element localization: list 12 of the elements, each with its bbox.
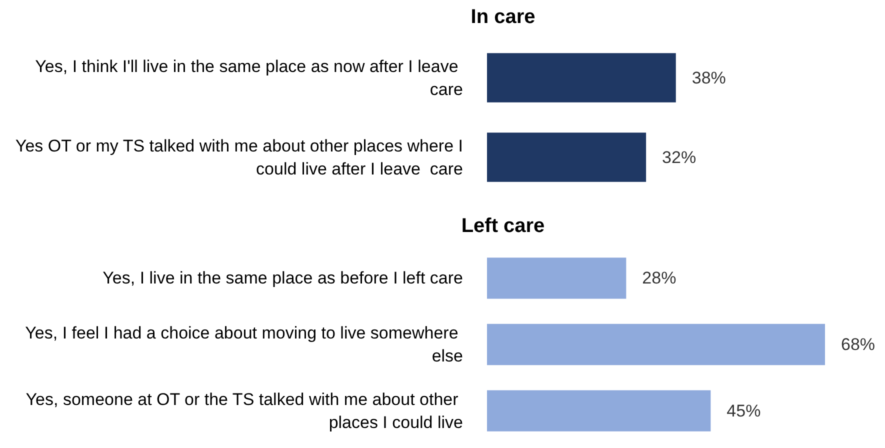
data-label: 32% (662, 148, 696, 167)
data-label: 68% (841, 335, 876, 354)
chart-title: Left care (461, 215, 545, 237)
data-label: 45% (726, 401, 761, 420)
y-tick-label: Yes, I feel I had a choice about moving to live somewhere else (25, 324, 463, 366)
data-label: 28% (642, 268, 676, 288)
y-tick-label: Yes, I think I'll live in the same place as now after I leave care (35, 56, 463, 99)
data-label: 38% (692, 68, 726, 88)
chart-title: In care (470, 6, 536, 28)
y-tick-label: Yes, I live in the same place as before I left care (102, 268, 463, 288)
y-tick-label: Yes, someone at OT or the TS talked with me about other places I could live (26, 390, 463, 432)
y-tick-label: Yes OT or my TS talked with me about other places where I could live after I leave care (15, 136, 463, 178)
